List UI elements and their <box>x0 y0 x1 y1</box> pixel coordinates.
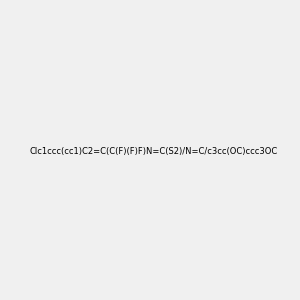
Text: Clc1ccc(cc1)C2=C(C(F)(F)F)N=C(S2)/N=C/c3cc(OC)ccc3OC: Clc1ccc(cc1)C2=C(C(F)(F)F)N=C(S2)/N=C/c3… <box>30 147 278 156</box>
